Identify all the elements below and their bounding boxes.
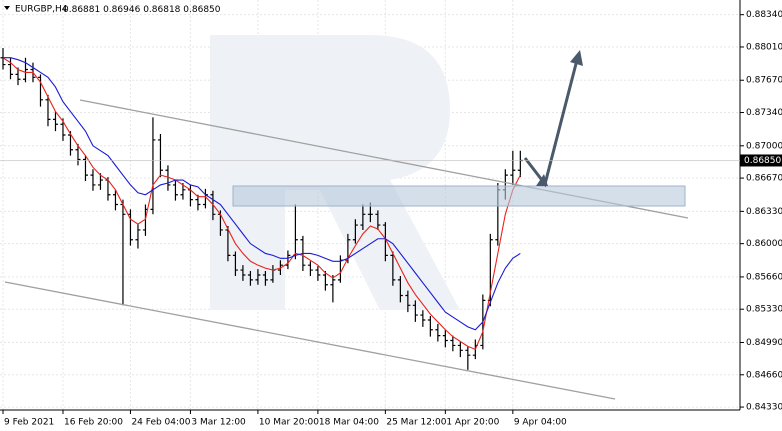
ohlc-bar bbox=[405, 290, 411, 313]
indicator-line bbox=[2, 57, 521, 351]
y-tick-label: 0.87670 bbox=[746, 76, 782, 86]
ohlc-bar bbox=[232, 251, 238, 276]
ohlc-bar bbox=[210, 190, 216, 221]
arrow-head bbox=[536, 174, 548, 186]
ohlc-bar bbox=[427, 316, 433, 337]
axes: 0.88340 0.88010 0.87670 0.87340 0.87000 0.866… bbox=[0, 10, 782, 428]
ohlc-bar bbox=[15, 67, 21, 86]
y-tick-label: 0.84330 bbox=[746, 403, 782, 413]
arrow-head bbox=[570, 50, 583, 66]
ohlc-bar bbox=[82, 155, 88, 182]
ohlc-bar bbox=[375, 210, 381, 230]
ohlc-bar bbox=[330, 274, 336, 303]
ohlc-bar bbox=[225, 226, 231, 262]
y-tick-label: 0.85660 bbox=[746, 272, 782, 282]
ohlc-bar bbox=[435, 323, 441, 342]
y-tick-label: 0.84990 bbox=[746, 338, 782, 348]
x-tick-label: 10 Mar 20:00 bbox=[259, 418, 319, 428]
ohlc-bar bbox=[135, 224, 141, 249]
y-tick-label: 0.84660 bbox=[746, 370, 782, 380]
ohlc-bar bbox=[360, 204, 366, 230]
x-tick-label: 3 Mar 12:00 bbox=[191, 418, 246, 428]
channel-lower bbox=[4, 281, 616, 400]
ohlc-bar bbox=[37, 74, 43, 107]
ohlc-bar bbox=[442, 329, 448, 348]
info: 0.86881 0.86946 0.86818 0.86850 bbox=[63, 5, 221, 15]
ohlc-bar bbox=[90, 169, 96, 191]
last-price-label: 0.86850 bbox=[744, 156, 781, 166]
info-value: 0.86850 bbox=[183, 5, 220, 15]
ohlc-bar bbox=[22, 57, 28, 83]
ohlc-bar bbox=[420, 310, 426, 327]
y-tick-label: 0.85330 bbox=[746, 305, 782, 315]
indicator-line bbox=[2, 57, 521, 331]
ohlc-bar bbox=[457, 341, 463, 358]
x-tick-label: 18 Mar 04:00 bbox=[319, 418, 379, 428]
last-price-box bbox=[740, 154, 782, 167]
ohlc-bar bbox=[465, 346, 471, 370]
x-tick-label: 1 Apr 20:00 bbox=[446, 418, 499, 428]
ohlc-bar bbox=[262, 271, 268, 286]
ohlc-bar bbox=[45, 94, 51, 127]
y-tick-label: 0.86330 bbox=[746, 207, 782, 217]
ohlc-bar bbox=[97, 173, 103, 190]
y-tick-label: 0.88340 bbox=[746, 10, 782, 20]
ohlc-bar bbox=[307, 261, 313, 276]
y-tick-label: 0.86000 bbox=[746, 239, 782, 249]
ohlc-bar bbox=[450, 335, 456, 352]
menu-icon bbox=[4, 6, 10, 10]
ohlc-bar bbox=[382, 222, 388, 262]
x-tick-label: 9 Feb 2021 bbox=[4, 418, 54, 428]
ohlc-bar bbox=[195, 194, 201, 211]
ohlc-bar bbox=[180, 182, 186, 200]
info-value: 0.86818 bbox=[143, 5, 180, 15]
info-value: 0.86946 bbox=[103, 5, 140, 15]
x-tick-label: 9 Apr 04:00 bbox=[514, 418, 567, 428]
ohlc-bar bbox=[247, 271, 253, 286]
ohlc-bar bbox=[0, 47, 6, 70]
zone bbox=[232, 185, 686, 207]
ohlc-bar bbox=[7, 57, 13, 80]
x-tick-label: 24 Feb 04:00 bbox=[131, 418, 190, 428]
ohlc-bar bbox=[157, 134, 163, 178]
ohlc-bar bbox=[315, 266, 321, 281]
x-tick-label: 25 Mar 12:00 bbox=[386, 418, 446, 428]
ohlc-bar bbox=[255, 269, 261, 285]
ohlc-bar bbox=[322, 271, 328, 291]
y-tick-label: 0.88010 bbox=[746, 42, 782, 52]
y-tick-label: 0.86670 bbox=[746, 174, 782, 184]
ohlc-bar bbox=[150, 117, 156, 215]
ohlc-bar bbox=[165, 165, 171, 191]
ohlc-bar bbox=[172, 180, 178, 201]
x-tick-label: 16 Feb 20:00 bbox=[64, 418, 123, 428]
ohlc-bar bbox=[67, 131, 73, 156]
ohlc-bar bbox=[352, 219, 358, 244]
y-tick-label: 0.87340 bbox=[746, 108, 782, 118]
ohlc-bar bbox=[52, 111, 58, 132]
ohlc-bar bbox=[390, 251, 396, 286]
y-tick-label: 0.87000 bbox=[746, 141, 782, 151]
symbol: EURGBP,H4 bbox=[15, 5, 68, 15]
ohlc-bar bbox=[412, 300, 418, 322]
info-value: 0.86881 bbox=[63, 5, 100, 15]
ohlc-bar bbox=[240, 265, 246, 281]
watermark bbox=[210, 35, 460, 310]
ohlc-bar bbox=[510, 150, 516, 185]
ohlc-bar bbox=[112, 189, 118, 211]
ohlc-bar bbox=[397, 275, 403, 303]
ohlc-bar bbox=[75, 143, 81, 166]
